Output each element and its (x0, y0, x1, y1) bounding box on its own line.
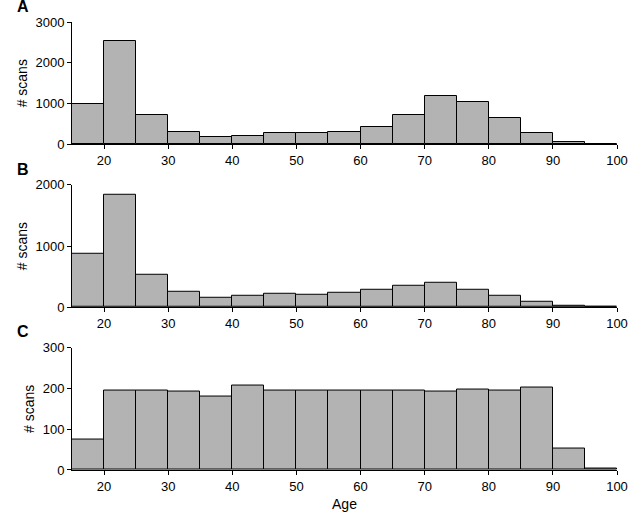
svg-text:2000: 2000 (35, 55, 64, 70)
svg-text:B: B (17, 161, 29, 178)
svg-text:60: 60 (353, 316, 367, 331)
svg-text:20: 20 (97, 153, 111, 168)
svg-text:# scans: # scans (14, 222, 30, 270)
svg-text:60: 60 (353, 153, 367, 168)
svg-text:20: 20 (97, 316, 111, 331)
svg-text:A: A (17, 0, 29, 15)
svg-text:90: 90 (546, 479, 560, 494)
svg-text:200: 200 (43, 381, 65, 396)
svg-text:100: 100 (606, 153, 628, 168)
svg-text:20: 20 (97, 479, 111, 494)
svg-text:50: 50 (289, 479, 303, 494)
svg-text:50: 50 (289, 153, 303, 168)
svg-text:0: 0 (57, 137, 64, 152)
svg-text:40: 40 (225, 316, 239, 331)
svg-text:# scans: # scans (21, 385, 37, 433)
svg-text:60: 60 (353, 479, 367, 494)
svg-text:100: 100 (43, 422, 65, 437)
svg-text:# scans: # scans (14, 59, 30, 107)
svg-text:80: 80 (482, 153, 496, 168)
svg-text:30: 30 (161, 479, 175, 494)
svg-text:3000: 3000 (35, 15, 64, 30)
svg-text:100: 100 (606, 316, 628, 331)
svg-text:90: 90 (546, 153, 560, 168)
svg-text:1000: 1000 (35, 96, 64, 111)
svg-text:30: 30 (161, 153, 175, 168)
svg-text:C: C (17, 323, 29, 340)
svg-text:70: 70 (417, 153, 431, 168)
svg-text:80: 80 (482, 479, 496, 494)
svg-text:1000: 1000 (35, 239, 64, 254)
svg-text:30: 30 (161, 316, 175, 331)
svg-text:40: 40 (225, 479, 239, 494)
svg-text:80: 80 (482, 316, 496, 331)
svg-text:Age: Age (332, 496, 357, 512)
svg-text:0: 0 (57, 463, 64, 478)
svg-text:40: 40 (225, 153, 239, 168)
svg-text:300: 300 (43, 340, 65, 355)
svg-text:0: 0 (57, 300, 64, 315)
svg-text:70: 70 (417, 479, 431, 494)
svg-text:90: 90 (546, 316, 560, 331)
svg-text:50: 50 (289, 316, 303, 331)
svg-text:2000: 2000 (35, 177, 64, 192)
svg-text:100: 100 (606, 479, 628, 494)
svg-text:70: 70 (417, 316, 431, 331)
